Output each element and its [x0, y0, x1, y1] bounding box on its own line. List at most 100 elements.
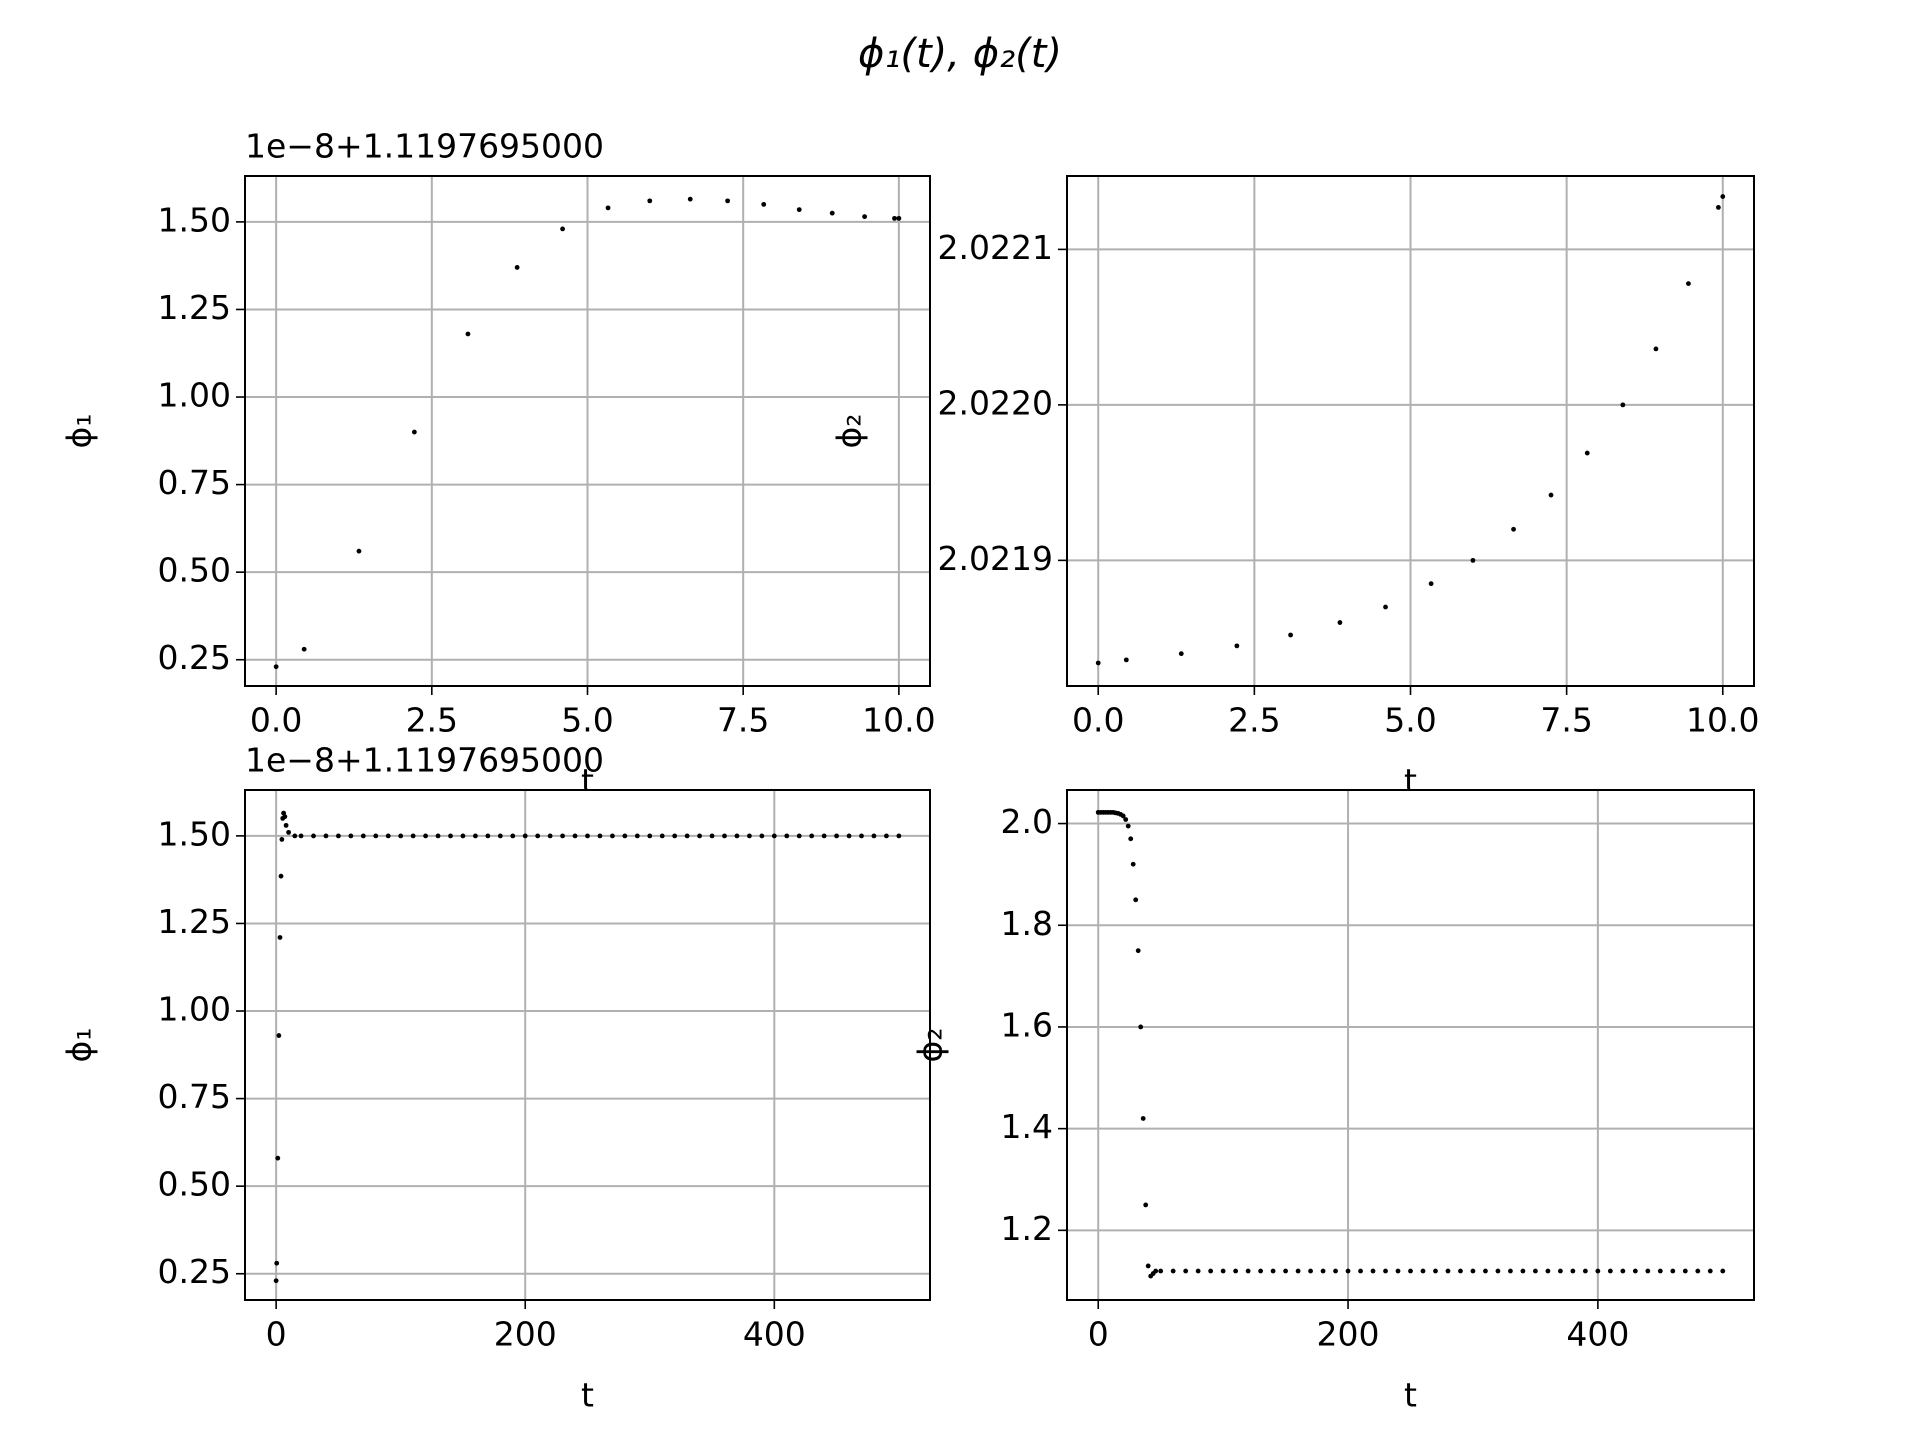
y-tick-label: 0.25	[158, 638, 231, 677]
data-point	[1695, 1268, 1701, 1274]
data-point	[1445, 1268, 1451, 1274]
x-tick-label: 0.0	[250, 701, 302, 740]
x-tick-label: 7.5	[1540, 701, 1592, 740]
data-point	[1337, 620, 1343, 625]
data-point	[282, 814, 288, 820]
data-point	[1333, 1268, 1338, 1274]
data-point	[278, 873, 284, 879]
data-point	[585, 833, 590, 839]
y-tick-label: 2.0	[1001, 802, 1053, 841]
data-point	[435, 833, 441, 839]
data-point	[1458, 1268, 1463, 1274]
data-point	[292, 833, 298, 839]
data-point	[1270, 1268, 1276, 1274]
data-point	[1595, 1268, 1601, 1274]
data-point	[1183, 1268, 1189, 1274]
data-point	[622, 833, 628, 839]
data-point	[1483, 1268, 1488, 1274]
data-point	[275, 1155, 281, 1161]
data-point	[829, 210, 835, 216]
data-point	[1632, 1268, 1638, 1274]
data-point	[1670, 1268, 1676, 1274]
x-tick-label: 5.0	[561, 701, 613, 740]
data-point	[411, 429, 417, 435]
data-point	[323, 833, 329, 839]
y-tick-label: 2.0220	[938, 383, 1053, 422]
data-point	[1557, 1268, 1563, 1274]
data-point	[1145, 1263, 1151, 1269]
x-tick-label: 200	[494, 1315, 557, 1354]
subplot: 0 200 400 0.25 0.50 0.75 1.00 1.25 1.50 t ϕ₁ 1e−8+1…	[60, 741, 931, 1415]
data-point	[1682, 1268, 1688, 1274]
data-point	[572, 833, 578, 839]
y-tick-label: 1.2	[1001, 1209, 1053, 1248]
data-point	[1428, 581, 1434, 587]
data-point	[274, 1260, 280, 1266]
data-point	[473, 833, 478, 839]
data-point	[1570, 1268, 1576, 1274]
data-point	[859, 833, 864, 839]
data-point	[761, 201, 767, 207]
y-tick-label: 0.25	[158, 1252, 231, 1291]
data-point	[871, 833, 877, 839]
data-point	[784, 833, 790, 839]
y-tick-label: 1.00	[158, 376, 231, 415]
data-point	[1716, 205, 1721, 210]
data-point	[1511, 526, 1516, 532]
data-point	[1220, 1268, 1226, 1274]
data-point	[279, 836, 285, 842]
x-tick-label: 10.0	[1686, 701, 1759, 740]
data-point	[273, 1278, 279, 1284]
data-point	[834, 833, 839, 839]
axes-frame	[244, 789, 931, 1301]
data-point	[759, 833, 765, 839]
x-axis-label: t	[1404, 1376, 1417, 1415]
data-point	[276, 1033, 282, 1038]
data-point	[1245, 1268, 1251, 1274]
y-axis-label: ϕ₁	[60, 414, 99, 449]
data-point	[1158, 1268, 1164, 1274]
data-point	[771, 833, 777, 839]
x-tick-label: 200	[1317, 1315, 1380, 1354]
data-point	[1138, 1024, 1144, 1030]
y-tick-label: 1.50	[158, 814, 231, 853]
data-point	[1208, 1268, 1214, 1274]
x-tick-label: 400	[743, 1315, 806, 1354]
data-point	[862, 214, 868, 220]
data-point	[605, 205, 611, 211]
data-point	[373, 833, 379, 839]
data-point	[896, 215, 902, 221]
x-tick-label: 0.0	[1072, 701, 1124, 740]
data-point	[410, 833, 416, 839]
x-tick-label: 2.5	[1228, 701, 1280, 740]
data-point	[1470, 1268, 1476, 1274]
y-tick-label: 1.25	[158, 902, 231, 941]
data-point	[796, 833, 802, 839]
axes-frame	[244, 175, 931, 687]
data-point	[1383, 604, 1388, 610]
data-point	[1645, 1268, 1651, 1274]
y-tick-label: 0.75	[158, 1077, 231, 1116]
data-point	[360, 833, 366, 839]
data-point	[1233, 1268, 1239, 1274]
y-tick-label: 1.4	[1001, 1107, 1053, 1146]
data-point	[722, 833, 727, 839]
data-point	[448, 833, 453, 839]
data-point	[1420, 1268, 1426, 1274]
data-point	[465, 331, 471, 337]
data-point	[1720, 1268, 1726, 1274]
axes-background	[1067, 790, 1754, 1300]
data-point	[311, 833, 316, 839]
data-point	[1170, 1268, 1176, 1274]
data-point	[1128, 836, 1134, 842]
data-point	[1143, 1202, 1149, 1208]
data-point	[1195, 1268, 1201, 1274]
data-point	[1607, 1268, 1613, 1274]
data-point	[1533, 1268, 1538, 1274]
data-point	[1470, 557, 1476, 563]
data-point	[560, 226, 565, 232]
x-tick-label: 400	[1566, 1315, 1629, 1354]
data-point	[1320, 1268, 1326, 1274]
data-point	[1178, 651, 1184, 657]
